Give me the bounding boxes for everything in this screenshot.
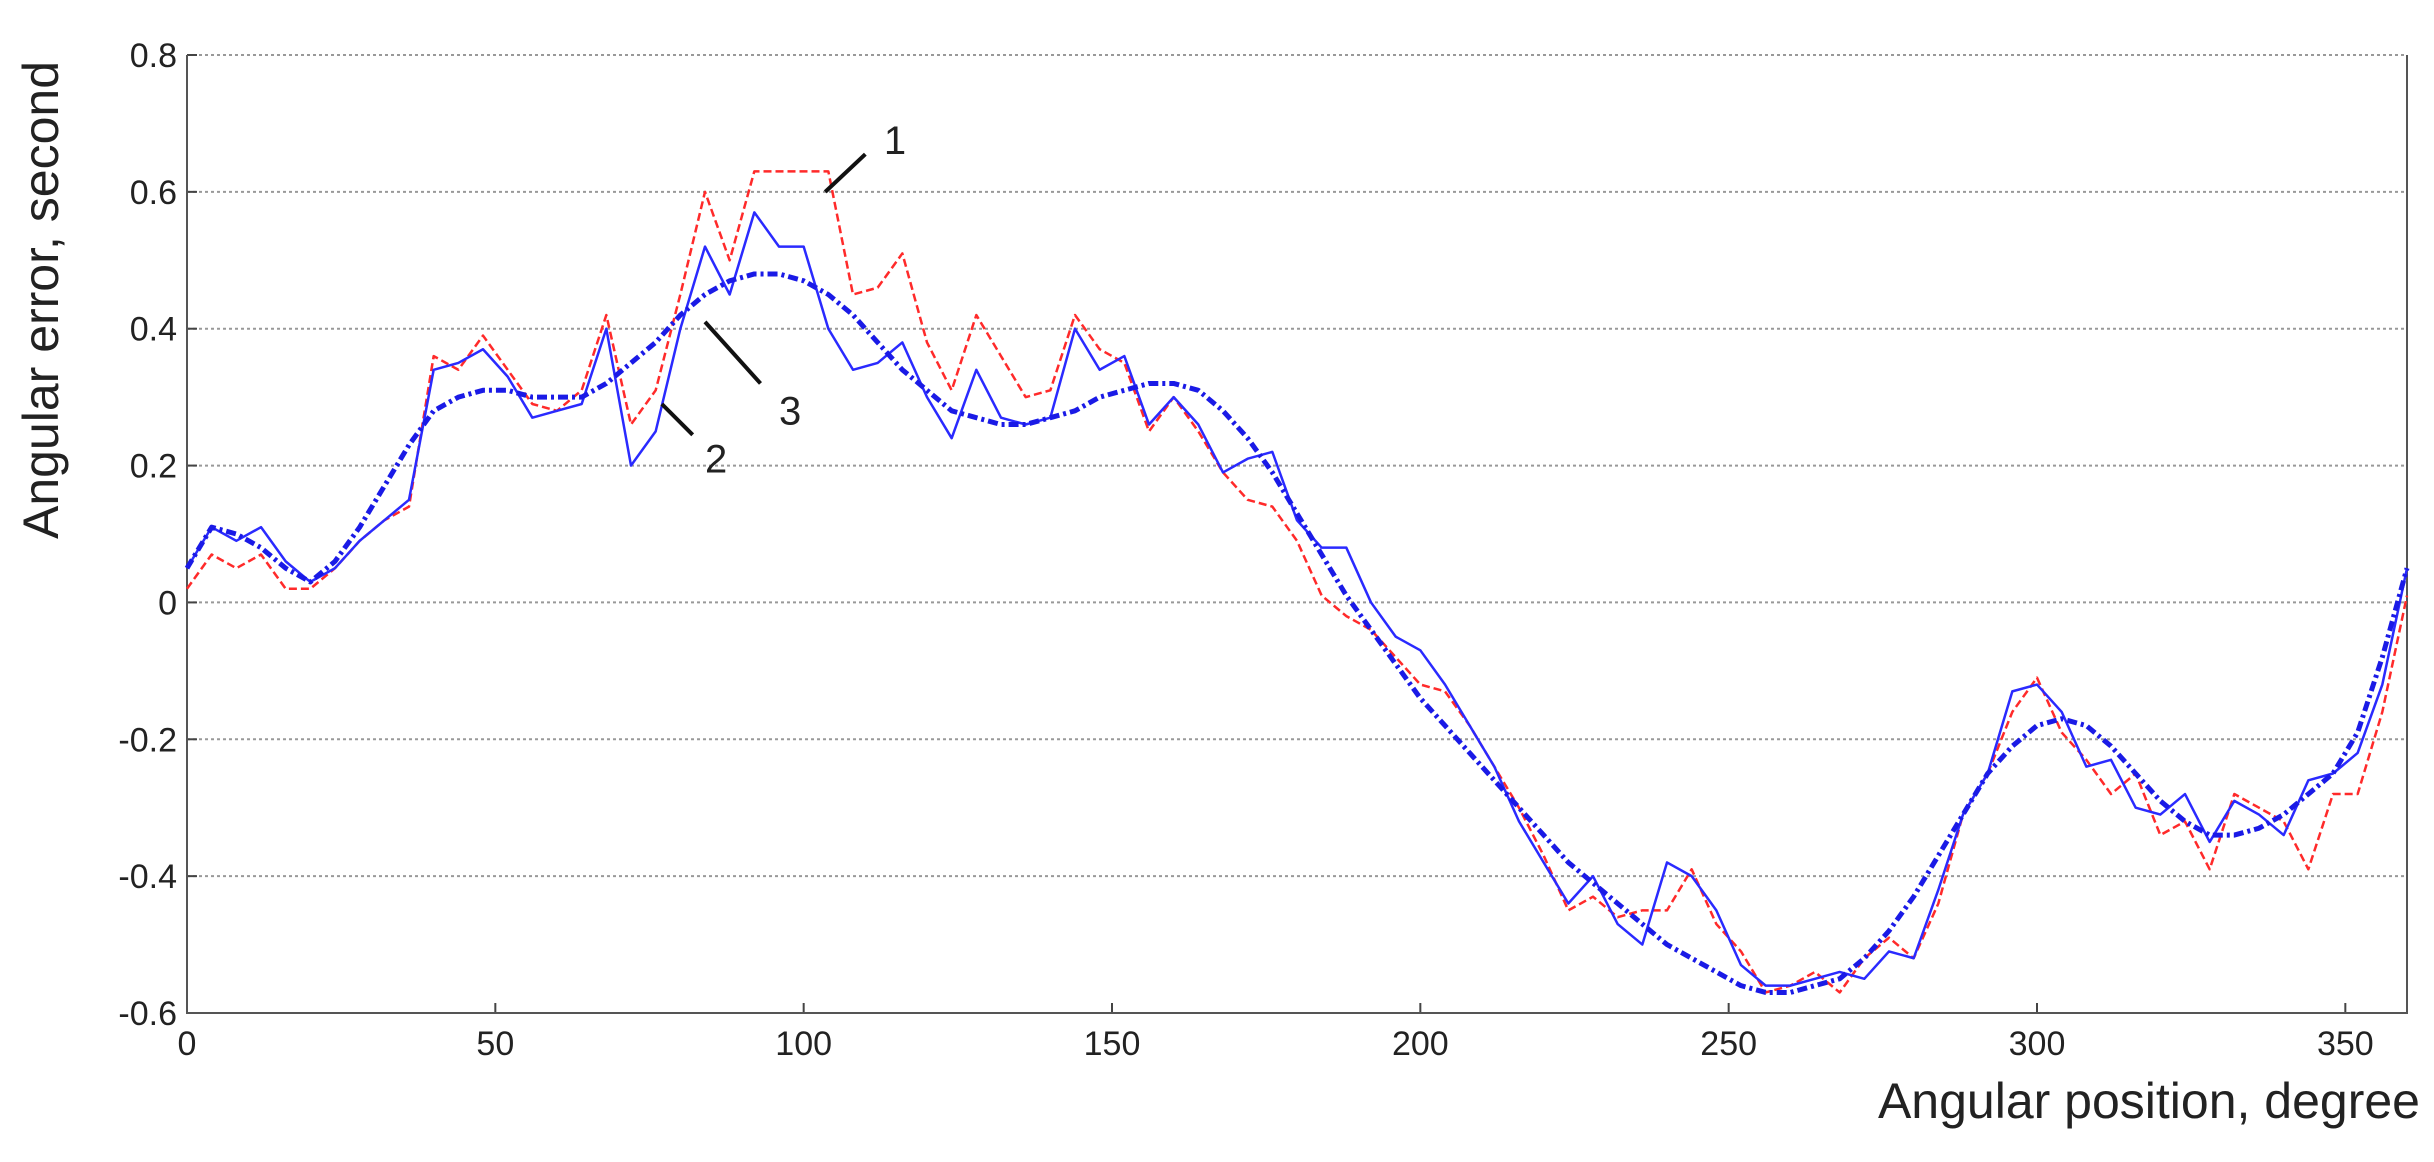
x-tick-label: 150 [1084, 1025, 1141, 1063]
callout-leader [823, 152, 867, 194]
y-tick-label: 0 [158, 584, 177, 622]
y-tick-label: -0.2 [118, 721, 177, 759]
x-tick-label: 300 [2009, 1025, 2066, 1063]
curve-label: 1 [884, 119, 906, 163]
y-tick-label: 0.2 [130, 448, 177, 486]
x-tick-label: 200 [1392, 1025, 1449, 1063]
curve-label: 2 [705, 437, 727, 481]
series-line [184, 271, 2410, 995]
x-tick-label: 100 [775, 1025, 832, 1063]
y-tick-label: 0.4 [130, 311, 177, 349]
curve-label: 3 [779, 390, 801, 434]
y-tick-label: 0.8 [130, 37, 177, 75]
x-tick-label: 0 [178, 1025, 197, 1063]
x-tick-label: 250 [1700, 1025, 1757, 1063]
axes-frame [186, 55, 2408, 1014]
y-tick-label: 0.6 [130, 174, 177, 212]
y-axis-label: Angular error, second [13, 61, 69, 539]
series-line [185, 211, 2409, 987]
y-tick-label: -0.4 [118, 858, 177, 896]
x-tick-label: 50 [476, 1025, 514, 1063]
series-line [185, 170, 2409, 994]
callout-leader [660, 402, 695, 437]
x-axis-label: Angular position, degree [1878, 1073, 2420, 1129]
callout-leader [703, 320, 762, 385]
x-tick-label: 350 [2317, 1025, 2374, 1063]
y-tick-label: -0.6 [118, 995, 177, 1033]
